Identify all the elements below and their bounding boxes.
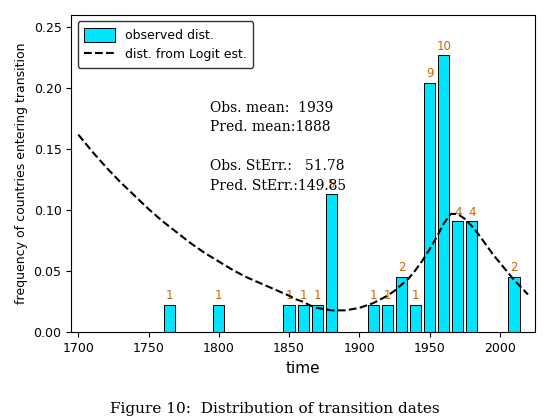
Text: 1: 1 — [285, 289, 293, 302]
Bar — [410, 304, 421, 332]
Bar — [368, 304, 379, 332]
X-axis label: time: time — [286, 361, 321, 375]
Text: 1: 1 — [314, 289, 321, 302]
Text: 1: 1 — [299, 289, 307, 302]
Bar — [452, 221, 463, 332]
Text: Obs. mean:  1939
Pred. mean:1888

Obs. StErr.:   51.78
Pred. StErr.:149.85: Obs. mean: 1939 Pred. mean:1888 Obs. StE… — [211, 101, 346, 193]
Bar — [508, 277, 520, 332]
Text: 4: 4 — [468, 206, 476, 219]
Text: 5: 5 — [328, 178, 335, 191]
Bar — [298, 304, 309, 332]
Bar — [164, 304, 175, 332]
Text: 1: 1 — [412, 289, 419, 302]
Bar — [424, 83, 435, 332]
Text: 2: 2 — [398, 261, 405, 274]
Bar — [396, 277, 407, 332]
Y-axis label: frequency of countries entering transition: frequency of countries entering transiti… — [15, 43, 28, 304]
Text: 9: 9 — [426, 67, 433, 80]
Text: 2: 2 — [510, 261, 518, 274]
Text: 1: 1 — [166, 289, 173, 302]
Legend: observed dist., dist. from Logit est.: observed dist., dist. from Logit est. — [78, 21, 253, 68]
Bar — [213, 304, 224, 332]
Bar — [283, 304, 295, 332]
Text: 1: 1 — [215, 289, 223, 302]
Text: 1: 1 — [370, 289, 377, 302]
Bar — [438, 55, 449, 332]
Bar — [382, 304, 393, 332]
Text: 1: 1 — [384, 289, 391, 302]
Bar — [311, 304, 323, 332]
Bar — [326, 194, 337, 332]
Text: 10: 10 — [436, 39, 451, 52]
Text: Figure 10:  Distribution of transition dates: Figure 10: Distribution of transition da… — [110, 402, 440, 416]
Text: 4: 4 — [454, 206, 461, 219]
Bar — [466, 221, 477, 332]
